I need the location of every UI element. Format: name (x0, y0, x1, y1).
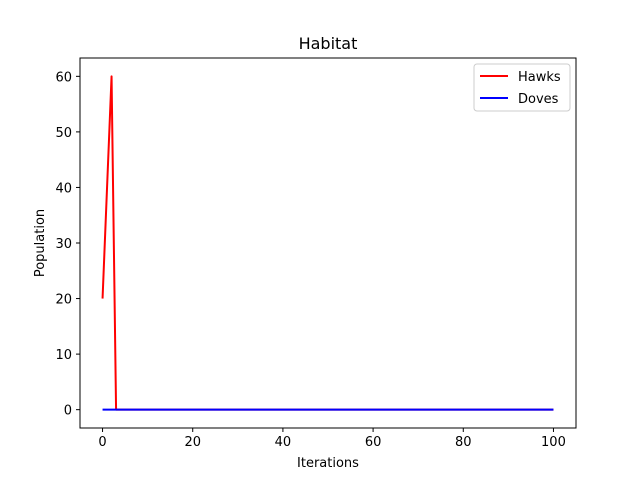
chart-title: Habitat (299, 34, 358, 53)
x-tick-label: 100 (541, 435, 566, 450)
y-tick-label: 50 (55, 126, 72, 141)
x-tick-label: 0 (98, 435, 106, 450)
y-tick-label: 10 (55, 348, 72, 363)
x-tick-label: 60 (365, 435, 382, 450)
plot-lines (101, 75, 554, 411)
x-axis-label: Iterations (297, 456, 359, 471)
y-tick-label: 30 (55, 237, 72, 252)
y-tick-label: 40 (55, 181, 72, 196)
y-axis-label: Population (33, 209, 48, 277)
y-tick-label: 20 (55, 293, 72, 308)
axis-ticks: 0 20 40 60 80 100 0 10 20 30 40 50 60 (55, 70, 565, 450)
y-tick-label: 60 (55, 70, 72, 85)
legend-label: Hawks (518, 70, 561, 85)
y-tick-label: 0 (64, 404, 72, 419)
legend: Hawks Doves (473, 63, 571, 112)
x-tick-label: 80 (455, 435, 472, 450)
x-tick-label: 40 (275, 435, 292, 450)
x-tick-label: 20 (184, 435, 201, 450)
plot-frame (79, 57, 577, 429)
legend-label: Doves (518, 92, 559, 107)
